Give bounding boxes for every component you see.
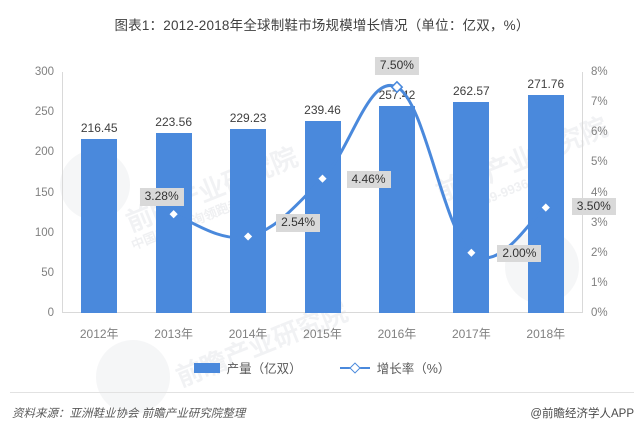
footer-brand: @前瞻经济学人APP (530, 408, 634, 420)
y-axis-tick-left: 0 (47, 307, 54, 319)
footer-source: 资料来源：亚洲鞋业协会 前瞻产业研究院整理 (12, 408, 246, 420)
y-axis-tick-right: 2% (591, 246, 608, 259)
line-marker-diamond[interactable] (390, 80, 404, 94)
line-series (167, 80, 553, 260)
legend-label-bar: 产量（亿双） (226, 362, 302, 376)
x-axis-tick: 2016年 (377, 327, 417, 341)
bar-value-label: 239.46 (304, 102, 341, 117)
y-axis-tick-right: 3% (591, 216, 608, 229)
y-axis-tick-right: 5% (591, 156, 608, 169)
growth-rate-label: 3.28% (139, 188, 184, 206)
legend-item-line[interactable]: 增长率（%） (339, 358, 451, 377)
line-marker-diamond[interactable] (241, 230, 255, 243)
x-axis-tick: 2012年 (79, 327, 119, 341)
y-axis-tick-right: 6% (591, 126, 608, 139)
legend: 产量（亿双） 增长率（%） (0, 358, 644, 377)
y-axis-tick-left: 250 (34, 106, 54, 119)
line-marker-diamond[interactable] (167, 207, 180, 221)
bar-value-label: 223.56 (155, 115, 192, 130)
line-marker-diamond[interactable] (465, 246, 478, 260)
growth-rate-label: 3.50% (571, 197, 616, 216)
y-axis-tick-left: 100 (34, 226, 54, 239)
bar[interactable] (81, 139, 118, 313)
bar-value-label: 262.57 (452, 84, 490, 99)
bar-value-label: 216.45 (80, 121, 118, 136)
bar[interactable] (378, 106, 415, 313)
bar-value-label: 271.76 (527, 76, 565, 91)
line-marker-diamond[interactable] (539, 201, 553, 214)
bar-value-label: 257.42 (378, 88, 416, 103)
y-axis-tick-left: 300 (34, 66, 54, 78)
bar[interactable] (230, 128, 267, 313)
bar-value-label: 229.23 (229, 110, 267, 125)
growth-rate-label: 2.54% (276, 214, 321, 233)
footer-divider (10, 392, 634, 393)
y-axis-tick-right: 4% (591, 186, 608, 199)
x-axis-tick: 2014年 (228, 327, 268, 341)
x-axis-tick: 2013年 (154, 327, 193, 341)
growth-rate-label: 4.46% (346, 170, 391, 189)
bar[interactable] (155, 133, 192, 313)
page-title: 图表1：2012-2018年全球制鞋市场规模增长情况（单位：亿双，%） (114, 18, 530, 33)
line-marker-diamond[interactable] (316, 172, 329, 185)
y-axis-tick-left: 50 (41, 266, 54, 279)
y-axis-tick-right: 1% (591, 276, 608, 289)
growth-rate-label: 7.50% (374, 57, 419, 75)
y-axis-tick-right: 8% (591, 66, 608, 78)
y-axis-tick-left: 200 (34, 146, 54, 159)
legend-label-line: 增长率（%） (376, 362, 451, 376)
watermark-circle (96, 340, 170, 414)
y-axis-tick-right: 0% (591, 307, 608, 319)
growth-rate-label: 2.00% (497, 244, 542, 263)
bar-swatch-icon (193, 362, 220, 373)
x-axis-tick: 2017年 (451, 327, 491, 341)
x-axis-tick: 2018年 (526, 327, 566, 341)
legend-item-bar[interactable]: 产量（亿双） (193, 358, 302, 377)
x-axis-tick: 2015年 (303, 327, 342, 341)
y-axis-tick-left: 150 (34, 186, 54, 199)
line-swatch-icon (339, 361, 370, 374)
y-axis-tick-right: 7% (591, 96, 608, 109)
bar[interactable] (453, 102, 490, 313)
